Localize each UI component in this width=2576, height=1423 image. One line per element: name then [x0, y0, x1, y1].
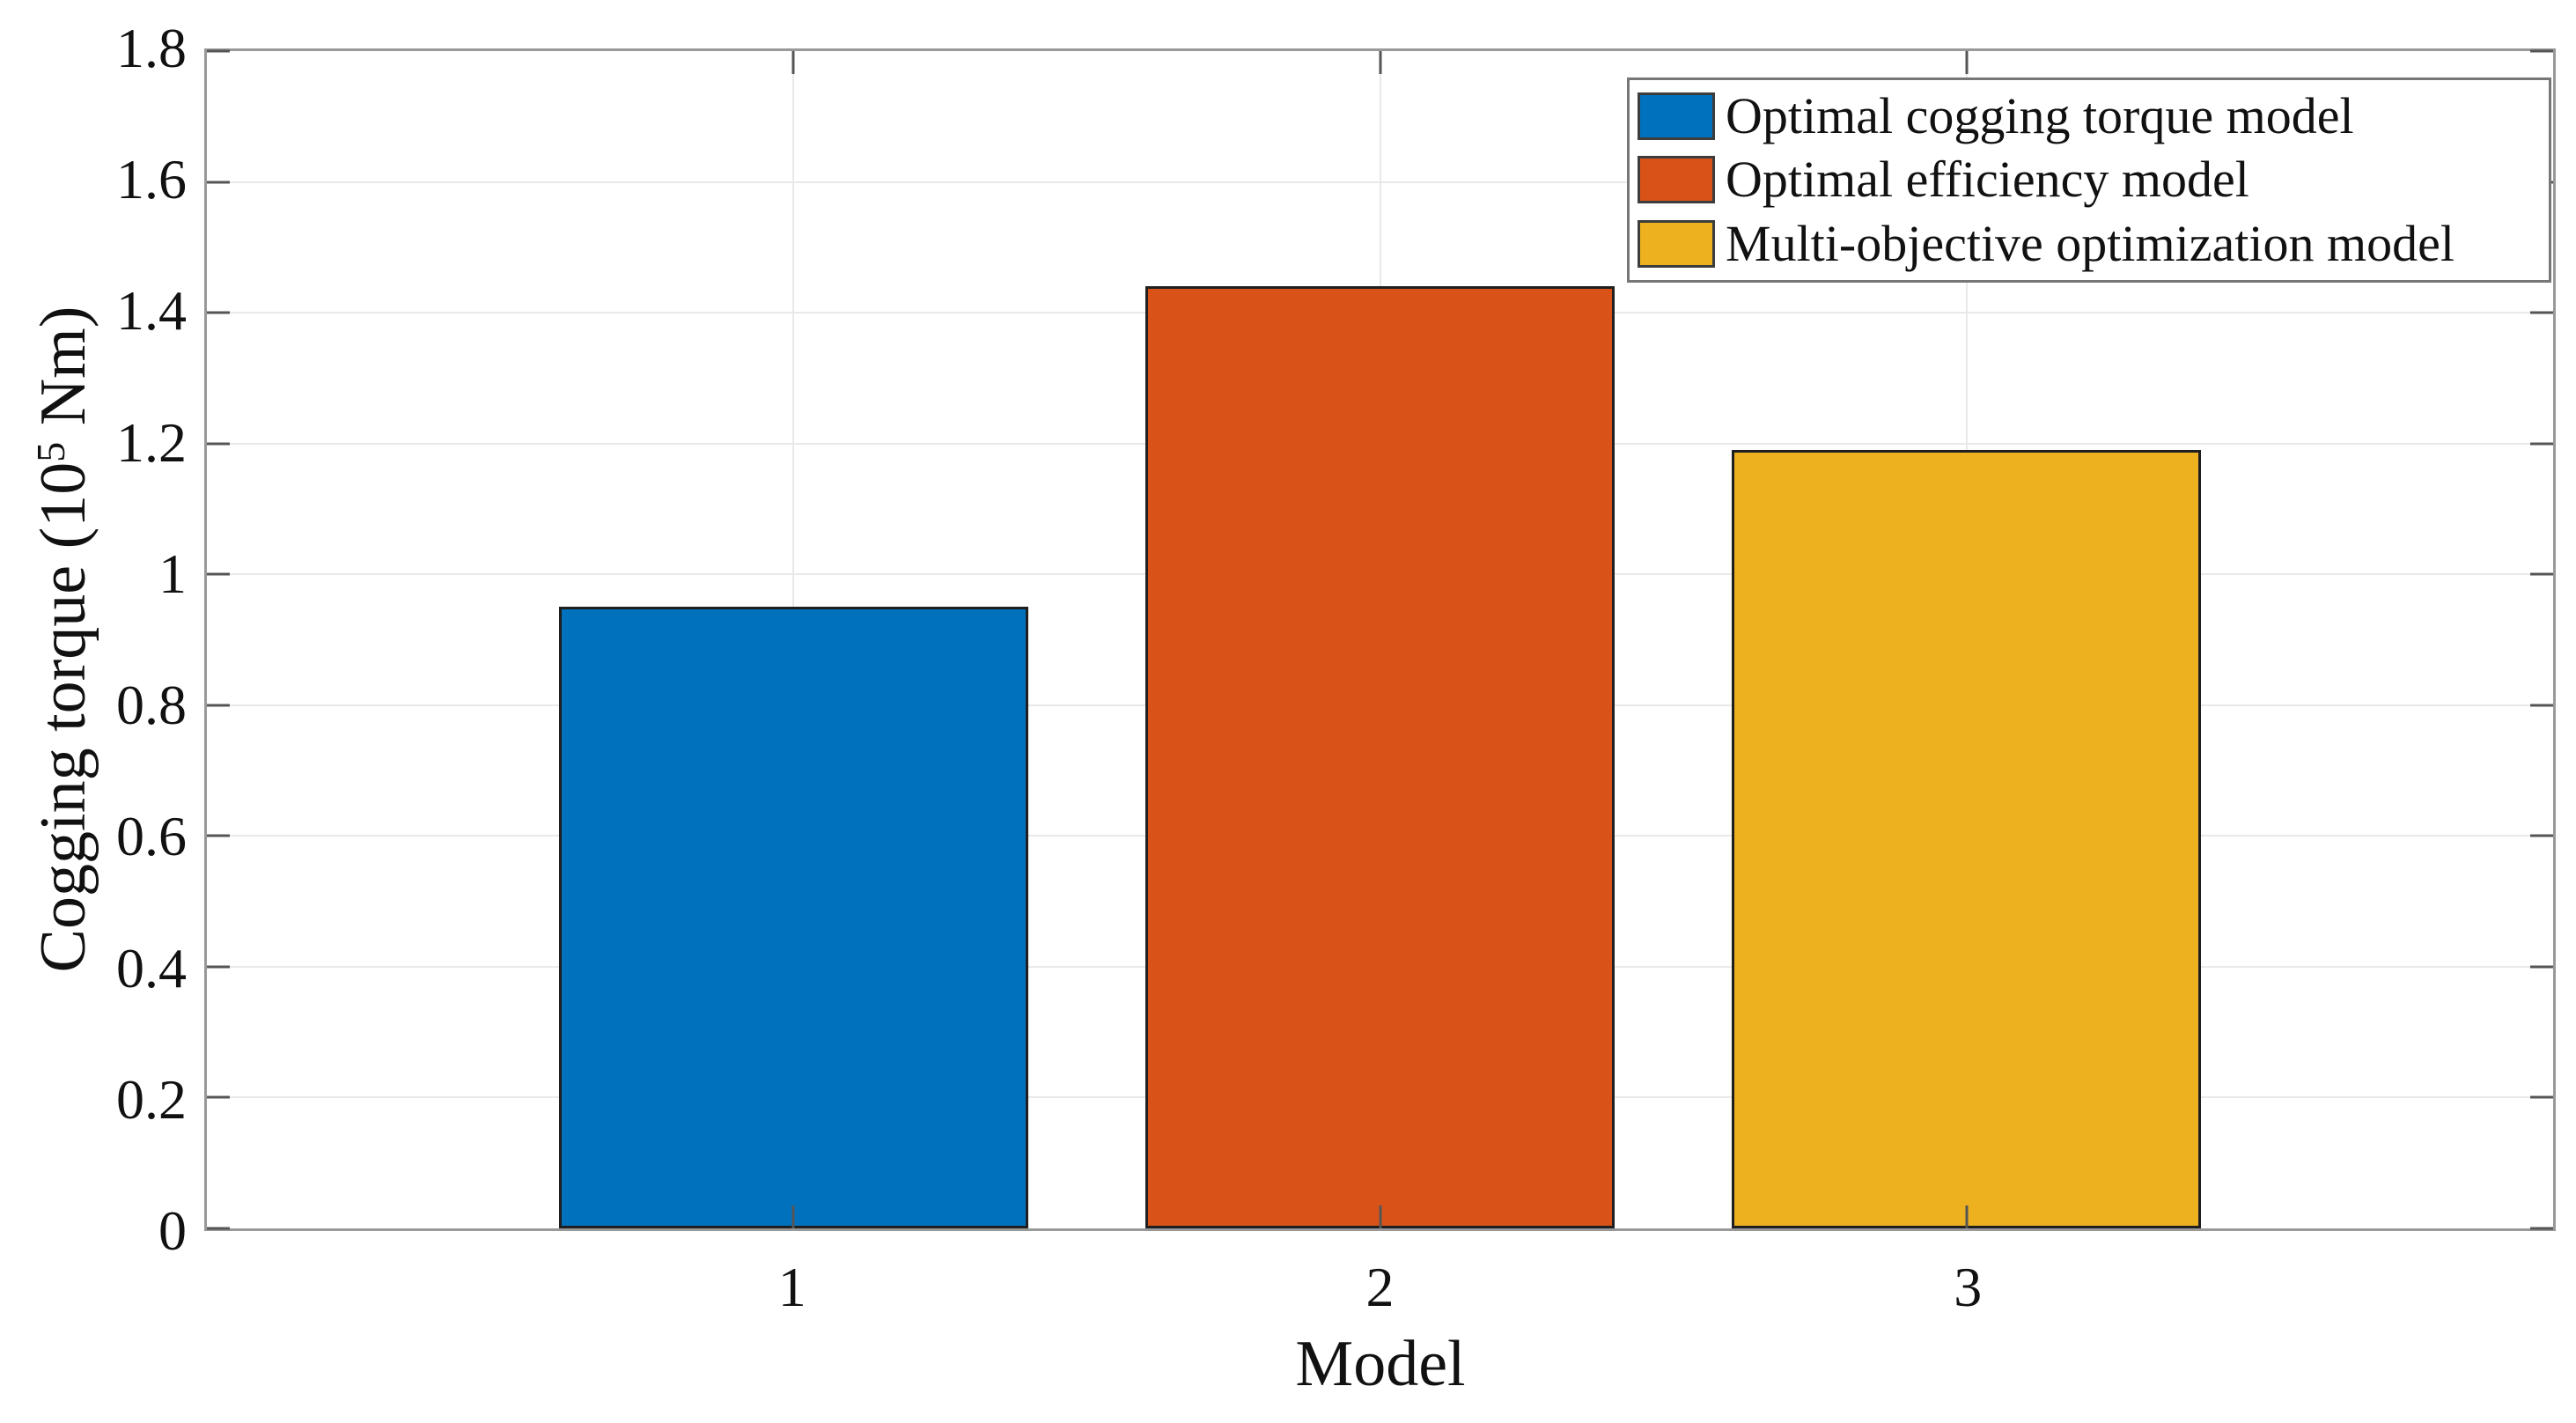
y-axis-label-unit: Nm) [27, 306, 99, 442]
x-tick-top [791, 51, 795, 74]
x-tick-bottom [791, 1205, 795, 1228]
y-tick-right [2530, 704, 2553, 707]
y-tick-left [207, 442, 230, 446]
y-tick-left [207, 834, 230, 837]
y-tick-label: 0.6 [116, 805, 187, 868]
y-tick-label: 1.4 [116, 279, 187, 343]
y-axis-label-text: Cogging torque (10 [27, 461, 99, 973]
legend-swatch [1638, 92, 1715, 141]
legend-box: Optimal cogging torque model Optimal effi… [1627, 77, 2551, 283]
legend-swatch [1638, 219, 1715, 268]
y-tick-right [2530, 1227, 2553, 1230]
y-tick-left [207, 965, 230, 969]
legend-row: Optimal cogging torque model [1638, 91, 2549, 142]
y-tick-left [207, 572, 230, 576]
y-tick-label: 0.8 [116, 674, 187, 737]
legend-label: Multi-objective optimization model [1726, 214, 2455, 272]
y-tick-right [2530, 1095, 2553, 1099]
legend-row: Optimal efficiency model [1638, 154, 2549, 205]
y-tick-right [2530, 834, 2553, 837]
y-tick-label: 0.2 [116, 1067, 187, 1131]
y-tick-right [2530, 311, 2553, 314]
x-axis-label: Model [1295, 1328, 1466, 1400]
legend-swatch [1638, 156, 1715, 204]
y-tick-right [2530, 49, 2553, 53]
x-tick-label: 2 [1365, 1256, 1395, 1318]
y-tick-label: 1 [158, 542, 187, 605]
y-tick-label: 1.6 [116, 148, 187, 211]
x-tick-top [1965, 51, 1969, 74]
y-tick-right [2530, 965, 2553, 969]
y-tick-label: 0.4 [116, 936, 187, 999]
y-tick-right [2530, 572, 2553, 576]
legend-label: Optimal efficiency model [1726, 151, 2249, 209]
bar-model-2 [1145, 286, 1615, 1228]
y-tick-left [207, 181, 230, 184]
bar-model-1 [558, 607, 1028, 1228]
y-tick-left [207, 311, 230, 314]
y-tick-label: 1.2 [116, 410, 187, 474]
x-tick-label: 3 [1954, 1256, 1983, 1318]
y-tick-left [207, 1095, 230, 1099]
plot-area [204, 48, 2556, 1231]
y-tick-left [207, 49, 230, 53]
x-tick-top [1379, 51, 1381, 74]
x-tick-bottom [1965, 1205, 1969, 1228]
bar-model-3 [1732, 450, 2202, 1228]
x-tick-bottom [1379, 1205, 1381, 1228]
y-tick-right [2530, 442, 2553, 446]
y-tick-label: 0 [158, 1199, 187, 1262]
x-tick-label: 1 [777, 1256, 806, 1318]
legend-label: Optimal cogging torque model [1726, 87, 2354, 145]
y-tick-left [207, 704, 230, 707]
legend-row: Multi-objective optimization model [1638, 218, 2549, 269]
y-axis-label-superscript: 5 [28, 441, 74, 462]
y-axis-label: Cogging torque (105 Nm) [27, 306, 99, 973]
y-tick-label: 1.8 [116, 17, 187, 79]
y-tick-left [207, 1227, 230, 1230]
